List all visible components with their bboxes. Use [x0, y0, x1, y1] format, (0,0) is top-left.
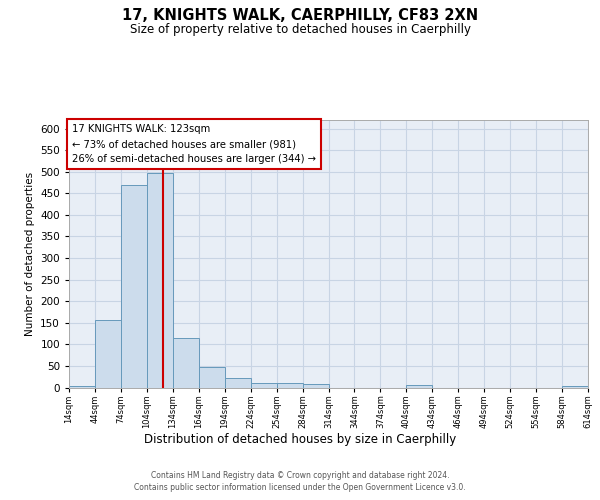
Text: 17 KNIGHTS WALK: 123sqm
← 73% of detached houses are smaller (981)
26% of semi-d: 17 KNIGHTS WALK: 123sqm ← 73% of detache… — [71, 124, 316, 164]
Bar — [173, 338, 199, 388]
Bar — [199, 367, 224, 388]
Bar — [277, 383, 302, 388]
Text: Size of property relative to detached houses in Caerphilly: Size of property relative to detached ho… — [130, 22, 470, 36]
Bar — [147, 173, 173, 388]
Bar — [121, 184, 147, 388]
Bar — [562, 386, 588, 388]
Text: Contains HM Land Registry data © Crown copyright and database right 2024.
Contai: Contains HM Land Registry data © Crown c… — [134, 471, 466, 492]
Bar — [69, 386, 95, 388]
Y-axis label: Number of detached properties: Number of detached properties — [25, 172, 35, 336]
Bar — [251, 383, 277, 388]
Bar — [406, 386, 432, 388]
Text: Distribution of detached houses by size in Caerphilly: Distribution of detached houses by size … — [144, 432, 456, 446]
Bar — [95, 320, 121, 388]
Bar — [225, 378, 251, 388]
Text: 17, KNIGHTS WALK, CAERPHILLY, CF83 2XN: 17, KNIGHTS WALK, CAERPHILLY, CF83 2XN — [122, 8, 478, 22]
Bar — [302, 384, 329, 388]
